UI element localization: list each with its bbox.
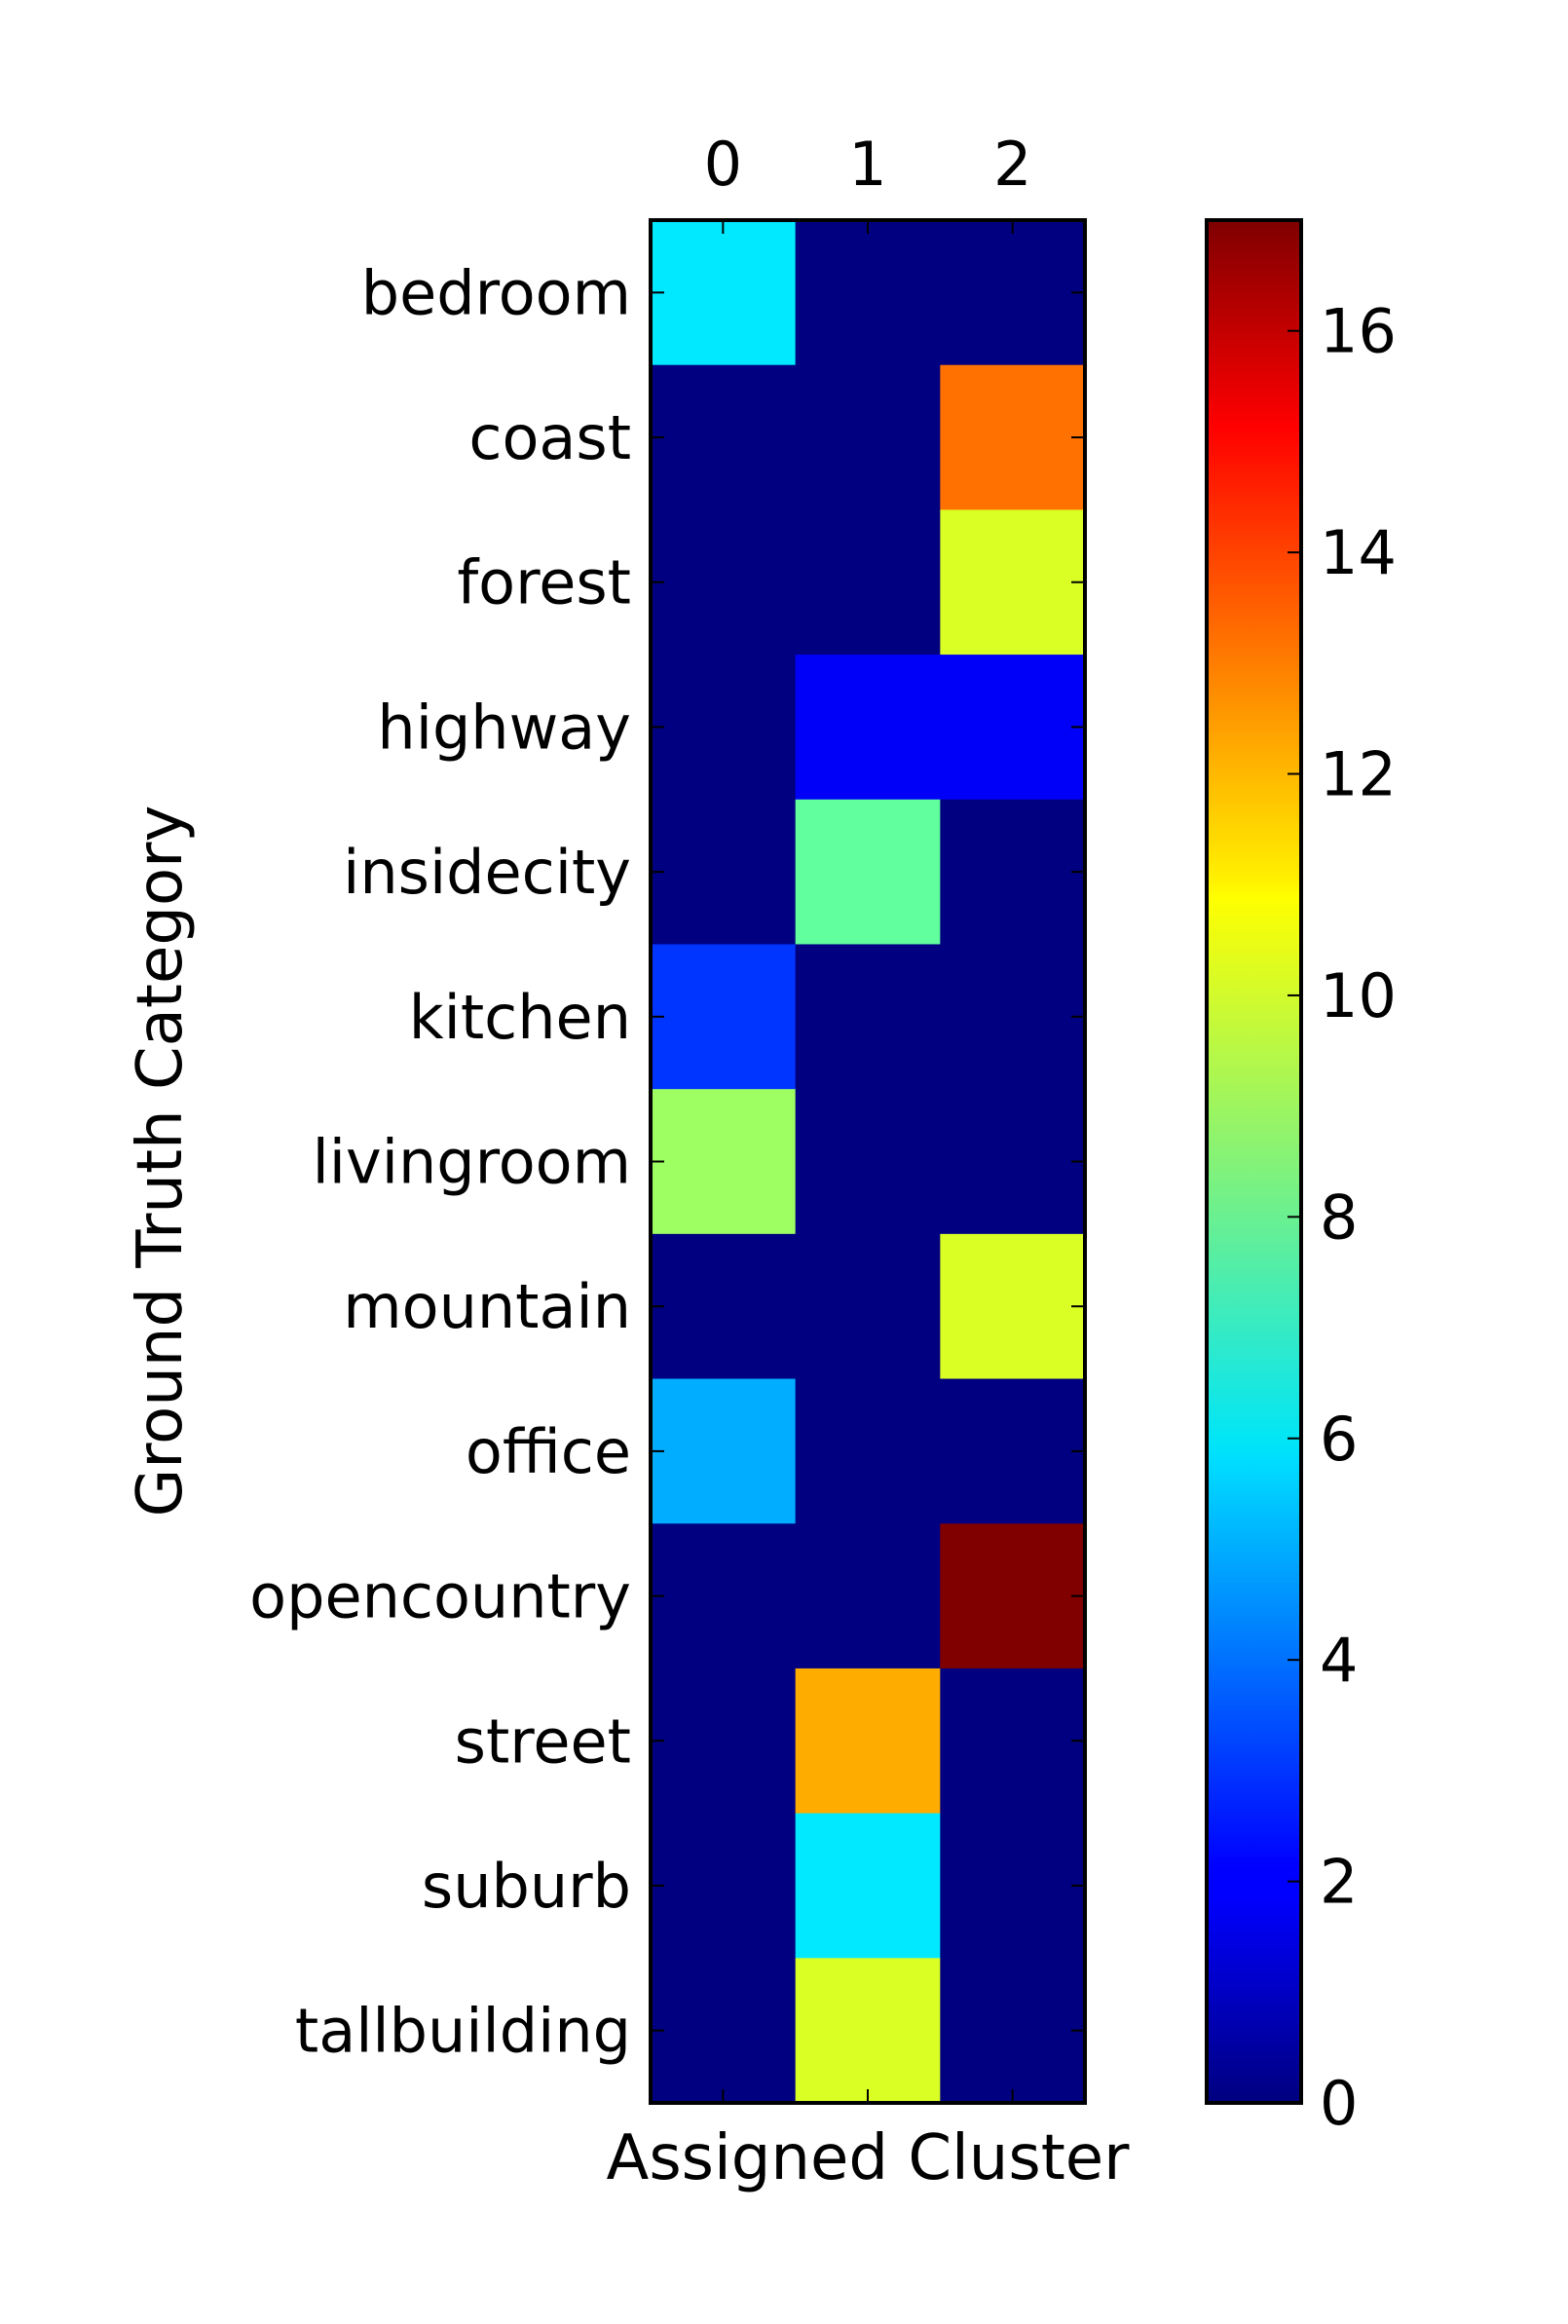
colorbar-tick-label: 6 <box>1320 1404 1358 1475</box>
heatmap-cell <box>940 1378 1086 1524</box>
heatmap-cell <box>795 1089 941 1235</box>
colorbar-tick-label: 16 <box>1320 296 1397 367</box>
y-tick-label: kitchen <box>409 982 631 1053</box>
heatmap-cell <box>940 655 1086 801</box>
colorbar-tick-label: 0 <box>1320 2068 1358 2139</box>
heatmap-cell <box>795 1523 941 1669</box>
x-axis-ticks: 0 1 2 <box>704 129 1031 2103</box>
heatmap-cell <box>795 944 941 1090</box>
colorbar-tick-label: 8 <box>1320 1181 1358 1253</box>
heatmap-cell <box>651 1378 797 1524</box>
heatmap-cell <box>795 1813 941 1959</box>
y-axis-ticks: bedroom coast forest highway insidecity kitch… <box>249 257 1085 2067</box>
heatmap-cell <box>795 1958 941 2104</box>
x-tick-label: 1 <box>848 129 886 200</box>
y-tick-label: livingroom <box>313 1127 631 1198</box>
y-tick-label: office <box>466 1416 631 1487</box>
y-tick-label: suburb <box>422 1851 631 1922</box>
colorbar-tick-label: 14 <box>1320 517 1397 588</box>
y-tick-label: forest <box>457 547 631 618</box>
heatmap-cell <box>795 220 941 366</box>
heatmap-cell <box>651 944 797 1090</box>
heatmap-cell <box>651 1813 797 1959</box>
y-tick-label: tallbuilding <box>295 1996 631 2067</box>
heatmap-cell <box>940 1523 1086 1669</box>
y-tick-label: mountain <box>343 1271 631 1342</box>
heatmap-cell <box>795 509 941 656</box>
heatmap-cell <box>795 1378 941 1524</box>
heatmap-cell <box>940 220 1086 366</box>
colorbar <box>1205 218 1303 2105</box>
heatmap-cell <box>651 1958 797 2104</box>
heatmap-cell <box>651 220 797 366</box>
colorbar-ticks: 0 2 4 6 8 10 12 14 16 <box>1288 296 1397 2139</box>
y-tick-label: bedroom <box>361 257 631 328</box>
y-tick-label: coast <box>468 402 631 473</box>
y-axis-title: Ground Truth Category <box>125 806 197 1518</box>
heatmap-cell <box>795 1233 941 1380</box>
heatmap-cell <box>940 364 1086 510</box>
heatmap-cell <box>940 1958 1086 2104</box>
heatmap-cell <box>795 799 941 945</box>
colorbar-tick-label: 10 <box>1320 960 1397 1031</box>
heatmap-cell <box>651 364 797 510</box>
x-tick-label: 2 <box>993 129 1031 200</box>
heatmap-cell <box>651 1668 797 1815</box>
heatmap-cell <box>795 655 941 801</box>
colorbar-tick-label: 12 <box>1320 739 1397 810</box>
y-tick-label: opencountry <box>249 1561 631 1632</box>
heatmap-cell <box>940 944 1086 1090</box>
heatmap-cell <box>940 1813 1086 1959</box>
heatmap-cell <box>940 1233 1086 1380</box>
heatmap-cell <box>651 1523 797 1669</box>
colorbar-tick-label: 2 <box>1320 1847 1358 1918</box>
heatmap-cell <box>651 1233 797 1380</box>
heatmap-cell <box>651 1089 797 1235</box>
heatmap-cells <box>651 220 1086 2104</box>
heatmap-cell <box>651 509 797 656</box>
y-tick-label: highway <box>377 692 631 763</box>
heatmap-cell <box>795 1668 941 1815</box>
heatmap-cell <box>940 799 1086 945</box>
x-axis-title: Assigned Cluster <box>607 2122 1131 2194</box>
heatmap-cell <box>651 655 797 801</box>
heatmap-cell <box>940 1089 1086 1235</box>
heatmap-cell <box>940 509 1086 656</box>
heatmap-cell <box>940 1668 1086 1815</box>
heatmap-cell <box>651 799 797 945</box>
colorbar-tick-label: 4 <box>1320 1625 1358 1696</box>
plot-frame <box>649 218 1087 2105</box>
y-tick-label: street <box>455 1706 631 1777</box>
x-tick-label: 0 <box>704 129 742 200</box>
y-tick-label: insidecity <box>343 837 631 908</box>
heatmap-cell <box>795 364 941 510</box>
